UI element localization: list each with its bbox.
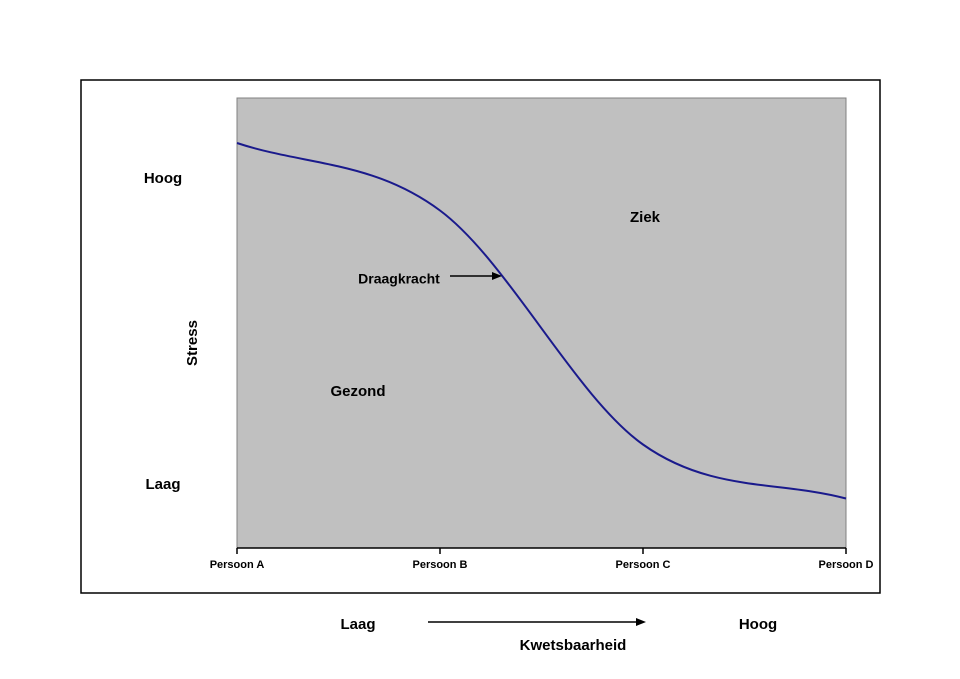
arrow-head	[492, 272, 502, 280]
x-axis-label: Kwetsbaarheid	[520, 637, 627, 654]
x-low-label: Laag	[340, 616, 375, 633]
y-axis-label: Stress	[184, 320, 201, 366]
series-line	[236, 142, 847, 500]
x-tick-label: Persoon D	[818, 559, 873, 571]
y-tick-label: Hoog	[144, 170, 182, 187]
x-tick-label: Persoon B	[412, 559, 467, 571]
annotation: Ziek	[630, 209, 661, 226]
plot-area	[236, 97, 847, 549]
series-label: Draagkracht	[358, 271, 440, 287]
x-tick-label: Persoon A	[210, 559, 265, 571]
y-tick-label: Laag	[145, 476, 180, 493]
x-tick-label: Persoon C	[615, 559, 670, 571]
annotation: Gezond	[331, 383, 386, 400]
x-high-label: Hoog	[739, 616, 777, 633]
arrow-head	[636, 618, 646, 626]
